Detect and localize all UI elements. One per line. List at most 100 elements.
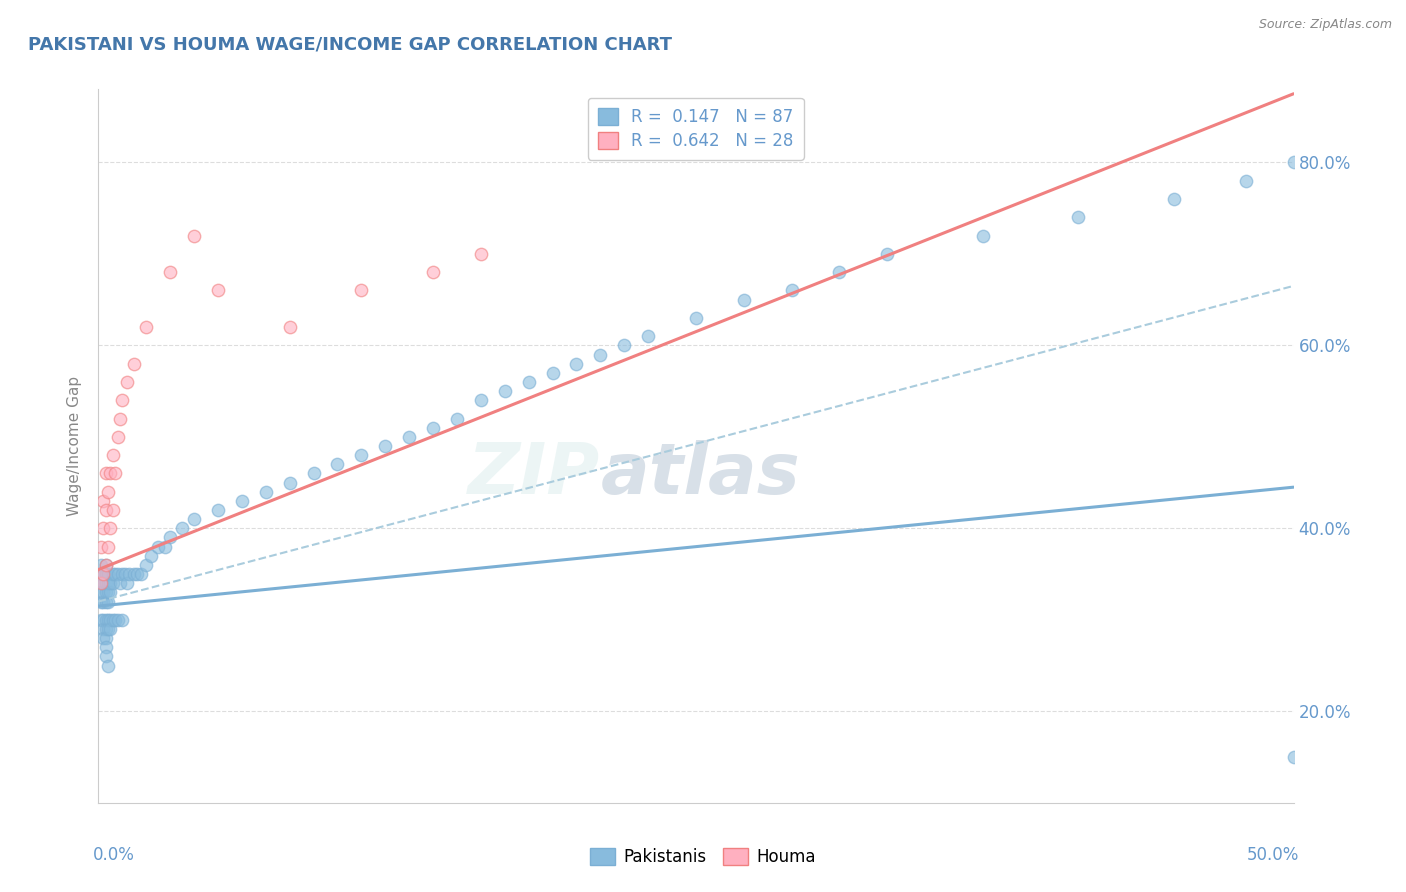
Point <box>91 494 114 508</box>
Point <box>97 658 120 673</box>
Point <box>98 576 122 591</box>
Point <box>135 320 157 334</box>
Legend: R =  0.147   N = 87, R =  0.642   N = 28: R = 0.147 N = 87, R = 0.642 N = 28 <box>588 97 804 160</box>
Point <box>118 567 141 582</box>
Point <box>94 467 117 481</box>
Point <box>91 613 114 627</box>
Point <box>1067 211 1090 225</box>
Point <box>91 594 114 608</box>
Point <box>231 494 253 508</box>
Point <box>97 567 120 582</box>
Point <box>326 458 349 472</box>
Point <box>589 347 612 361</box>
Point <box>135 558 157 572</box>
Point <box>159 531 181 545</box>
Point <box>207 503 229 517</box>
Point <box>1234 174 1257 188</box>
Point <box>115 576 138 591</box>
Point <box>90 567 112 582</box>
Point <box>172 521 194 535</box>
Point <box>91 567 114 582</box>
Text: 0.0%: 0.0% <box>93 846 135 863</box>
Point <box>94 622 117 636</box>
Point <box>613 338 636 352</box>
Point <box>97 622 120 636</box>
Point <box>91 622 114 636</box>
Point <box>97 613 120 627</box>
Point <box>422 420 444 434</box>
Point <box>125 567 148 582</box>
Point <box>159 265 181 279</box>
Point <box>139 549 162 563</box>
Point <box>350 448 373 462</box>
Point <box>94 594 117 608</box>
Point <box>94 558 117 572</box>
Point <box>91 567 114 582</box>
Point <box>111 567 134 582</box>
Point <box>374 439 396 453</box>
Point <box>97 484 120 499</box>
Text: PAKISTANI VS HOUMA WAGE/INCOME GAP CORRELATION CHART: PAKISTANI VS HOUMA WAGE/INCOME GAP CORRE… <box>28 36 672 54</box>
Point <box>97 594 120 608</box>
Point <box>90 594 112 608</box>
Point <box>1163 192 1185 206</box>
Point <box>94 558 117 572</box>
Point <box>254 484 277 499</box>
Point <box>98 467 122 481</box>
Point <box>470 393 492 408</box>
Point <box>115 375 138 389</box>
Text: atlas: atlas <box>600 440 800 509</box>
Point <box>94 585 117 599</box>
Point <box>98 613 122 627</box>
Y-axis label: Wage/Income Gap: Wage/Income Gap <box>67 376 83 516</box>
Point <box>90 540 112 554</box>
Point <box>470 247 492 261</box>
Point <box>107 567 129 582</box>
Point <box>124 357 146 371</box>
Point <box>101 567 124 582</box>
Point <box>422 265 444 279</box>
Point <box>90 585 112 599</box>
Point <box>94 576 117 591</box>
Point <box>90 613 112 627</box>
Point <box>733 293 755 307</box>
Point <box>97 585 120 599</box>
Point <box>124 567 146 582</box>
Point <box>101 613 124 627</box>
Point <box>91 585 114 599</box>
Point <box>148 540 170 554</box>
Point <box>155 540 177 554</box>
Text: 50.0%: 50.0% <box>1247 846 1299 863</box>
Point <box>101 448 124 462</box>
Point <box>828 265 851 279</box>
Point <box>108 411 131 425</box>
Point <box>97 576 120 591</box>
Point <box>517 375 540 389</box>
Point <box>90 576 112 591</box>
Point <box>131 567 153 582</box>
Point <box>94 567 117 582</box>
Point <box>446 411 468 425</box>
Text: Source: ZipAtlas.com: Source: ZipAtlas.com <box>1258 18 1392 31</box>
Point <box>104 613 127 627</box>
Point <box>1282 750 1305 764</box>
Point <box>107 430 129 444</box>
Point <box>278 320 301 334</box>
Text: ZIP: ZIP <box>468 440 600 509</box>
Legend: Pakistanis, Houma: Pakistanis, Houma <box>582 840 824 875</box>
Point <box>94 503 117 517</box>
Point <box>94 631 117 645</box>
Point <box>780 284 803 298</box>
Point <box>183 512 205 526</box>
Point <box>278 475 301 490</box>
Point <box>876 247 898 261</box>
Point <box>398 430 420 444</box>
Point <box>91 576 114 591</box>
Point <box>207 284 229 298</box>
Point <box>685 310 707 325</box>
Point <box>91 631 114 645</box>
Point <box>637 329 659 343</box>
Point <box>111 613 134 627</box>
Point <box>90 576 112 591</box>
Point <box>98 521 122 535</box>
